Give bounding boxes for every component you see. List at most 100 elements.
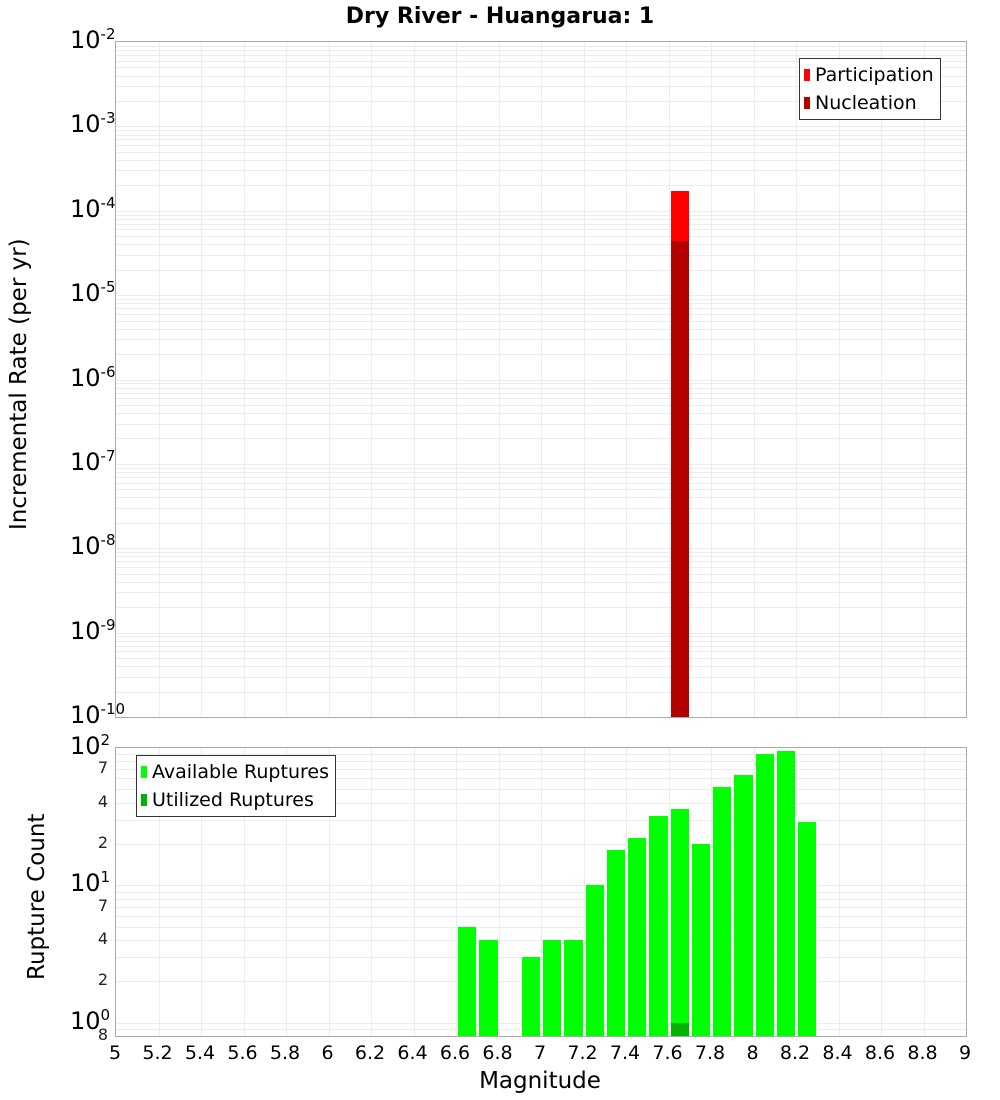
grid-line xyxy=(116,482,966,484)
legend-label: Available Ruptures xyxy=(152,761,329,783)
grid-line xyxy=(116,354,966,356)
utilized-swatch-icon xyxy=(141,794,147,806)
count-bar xyxy=(713,787,732,1036)
grid-line xyxy=(116,467,966,469)
x-tick-label: 7.4 xyxy=(609,1042,641,1064)
legend-label: Participation xyxy=(815,64,934,86)
grid-line xyxy=(116,844,966,845)
grid-line xyxy=(116,640,966,642)
top-plot-area xyxy=(115,41,967,718)
x-tick-label: 5.4 xyxy=(184,1042,216,1064)
x-tick-label: 7.8 xyxy=(694,1042,726,1064)
legend-item-utilized: Utilized Ruptures xyxy=(141,786,329,814)
x-tick-label: 8.6 xyxy=(864,1042,896,1064)
x-tick-label: 8.2 xyxy=(779,1042,811,1064)
legend-label: Utilized Ruptures xyxy=(152,789,314,811)
grid-line xyxy=(116,581,966,583)
y-tick-label: 101 xyxy=(70,868,111,898)
top-y-axis-label: Incremental Rate (per yr) xyxy=(6,238,32,530)
grid-line xyxy=(116,691,966,693)
grid-line xyxy=(116,269,966,271)
count-bar xyxy=(798,821,817,1036)
legend-item-available: Available Ruptures xyxy=(141,758,329,786)
count-bar xyxy=(670,808,689,1036)
y-minor-tick-label: 4 xyxy=(97,929,108,948)
grid-line xyxy=(116,561,966,563)
bottom-y-axis-label: Rupture Count xyxy=(24,813,50,980)
chart-title: Dry River - Huangarua: 1 xyxy=(345,4,655,29)
grid-line xyxy=(116,50,966,52)
grid-line xyxy=(116,651,966,653)
grid-line xyxy=(116,55,966,57)
x-tick-label: 5.2 xyxy=(142,1042,173,1064)
y-tick-label: 10-10 xyxy=(70,700,126,729)
grid-line xyxy=(116,463,966,465)
grid-line xyxy=(116,497,966,499)
y-tick-label: 10-9 xyxy=(70,615,116,645)
x-axis-label: Magnitude xyxy=(479,1068,601,1094)
grid-line xyxy=(116,379,966,381)
grid-line xyxy=(116,507,966,509)
count-bar xyxy=(628,838,647,1036)
grid-line xyxy=(116,819,966,821)
count-bar xyxy=(606,850,625,1036)
grid-line xyxy=(116,489,966,491)
x-tick-label: 6.6 xyxy=(439,1042,471,1064)
grid-line xyxy=(116,185,966,187)
grid-line xyxy=(116,151,966,153)
grid-line xyxy=(116,423,966,425)
y-tick-label: 10-8 xyxy=(70,531,116,561)
grid-line xyxy=(116,632,966,634)
available-swatch-icon xyxy=(141,766,147,778)
grid-line xyxy=(116,906,966,908)
grid-line xyxy=(116,60,966,62)
x-tick-label: 6.2 xyxy=(354,1042,386,1064)
x-tick-label: 8.8 xyxy=(907,1042,938,1064)
grid-line xyxy=(116,476,966,478)
grid-line xyxy=(116,387,966,389)
grid-line xyxy=(116,214,966,216)
grid-line xyxy=(116,1022,966,1024)
grid-line xyxy=(116,223,966,225)
grid-line xyxy=(116,658,966,660)
grid-line xyxy=(116,298,966,300)
grid-line xyxy=(116,898,966,900)
grid-line xyxy=(116,915,966,917)
grid-line xyxy=(116,522,966,524)
count-bar xyxy=(670,1022,689,1036)
legend-item-nucleation: Nucleation xyxy=(804,89,934,117)
grid-line xyxy=(116,761,966,763)
count-bar xyxy=(543,940,562,1036)
x-tick-label: 6 xyxy=(321,1042,334,1064)
y-tick-label: 100 xyxy=(70,1005,111,1035)
grid-line xyxy=(116,244,966,246)
grid-line xyxy=(116,1028,966,1030)
grid-line xyxy=(116,86,966,88)
grid-line xyxy=(116,134,966,136)
grid-line xyxy=(116,566,966,568)
grid-line xyxy=(116,313,966,315)
y-tick-label: 102 xyxy=(70,731,111,760)
y-tick-label: 10-7 xyxy=(70,446,116,476)
grid-line xyxy=(116,472,966,474)
grid-line xyxy=(116,398,966,400)
grid-line xyxy=(116,636,966,638)
grid-line xyxy=(116,218,966,220)
nucleation-swatch-icon xyxy=(804,97,810,109)
x-tick-label: 6.4 xyxy=(397,1042,428,1064)
grid-line xyxy=(116,130,966,132)
grid-line xyxy=(116,754,966,756)
x-tick-label: 7 xyxy=(533,1042,547,1064)
count-bar xyxy=(564,940,583,1036)
grid-line xyxy=(116,666,966,668)
grid-line xyxy=(116,778,966,780)
y-tick-label: 10-3 xyxy=(70,109,116,139)
x-tick-label: 7.6 xyxy=(652,1042,683,1064)
grid-line xyxy=(116,552,966,554)
grid-line xyxy=(116,295,966,297)
grid-line xyxy=(116,254,966,256)
grid-line xyxy=(116,573,966,575)
legend-label: Nucleation xyxy=(815,92,917,114)
top-legend: Participation Nucleation xyxy=(799,58,941,120)
count-bar xyxy=(458,926,477,1036)
